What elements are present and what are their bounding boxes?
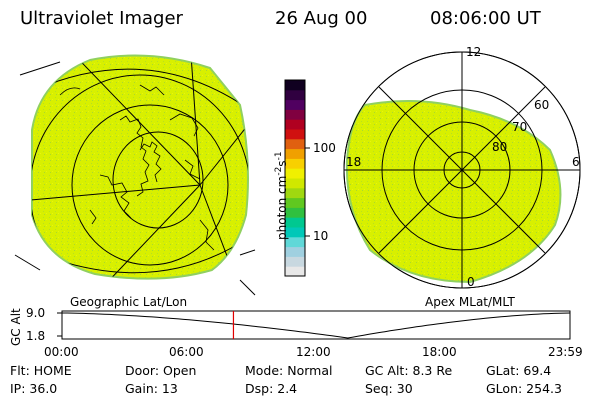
colorbar-segment: [285, 168, 305, 179]
glon-info: GLon: 254.3: [486, 381, 562, 396]
unit-exp-cm: -2: [274, 166, 284, 176]
apex-caption: Apex MLat/MLT: [425, 295, 515, 309]
coastlines: [59, 84, 215, 251]
outer-grid-lines: [14, 61, 256, 296]
colorbar-segment: [285, 119, 305, 130]
unit-exp-s: -1: [274, 151, 284, 161]
lat-lon-grid: [32, 55, 248, 279]
mlat-label-60: 60: [534, 98, 550, 112]
altitude-curve: [62, 312, 571, 339]
ip-info: IP: 36.0: [10, 381, 58, 396]
mlt-label-0: 0: [467, 275, 475, 289]
colorbar-segment: [285, 80, 305, 91]
mlat-label-80: 80: [492, 140, 508, 154]
dsp-info: Dsp: 2.4: [245, 381, 298, 396]
colorbar-segment: [285, 178, 305, 189]
xtick-2359: 23:59: [548, 345, 583, 359]
polar-map: [343, 51, 581, 289]
mode-info: Mode: Normal: [245, 363, 333, 378]
colorbar-label-10: 10: [313, 229, 329, 243]
colorbar-segment: [285, 89, 305, 101]
geographic-map: [14, 54, 256, 296]
ylabel-low: 1.8: [26, 329, 46, 343]
colorbar-segment: [285, 256, 305, 267]
colorbar-segment: [285, 266, 305, 277]
colorbar-segment: [285, 129, 305, 140]
polar-grid: [343, 51, 581, 289]
colorbar-frame: [284, 79, 306, 277]
colorbar-label-100: 100: [313, 141, 336, 155]
colorbar-segment: [285, 99, 305, 110]
aurora-image-left: [31, 54, 249, 280]
gc-alt-info: GC Alt: 8.3 Re: [365, 363, 453, 378]
colorbar-segment: [285, 207, 305, 218]
mlt-label-12: 12: [466, 45, 482, 59]
unit-photon: photon cm: [275, 175, 289, 240]
instrument-title: Ultraviolet Imager: [20, 8, 183, 29]
xtick-0000: 00:00: [44, 345, 79, 359]
colorbar-segment: [285, 197, 305, 208]
colorbar-segment: [285, 227, 305, 238]
colorbar-segment: [285, 246, 305, 257]
time-label: 08:06:00 UT: [430, 8, 541, 29]
date-label: 26 Aug 00: [275, 8, 368, 29]
geographic-caption: Geographic Lat/Lon: [70, 295, 188, 309]
mlt-label-6: 6: [572, 155, 580, 169]
ylabel-high: 9.0: [26, 306, 46, 320]
aurora-image-right: [345, 100, 562, 284]
altitude-plot-frame: [61, 310, 571, 340]
colorbar-segment: [285, 158, 305, 169]
unit-s: s: [275, 160, 289, 167]
xtick-1800: 18:00: [422, 345, 457, 359]
gain-info: Gain: 13: [125, 381, 178, 396]
mlat-label-70: 70: [512, 120, 528, 134]
colorbar-segment: [285, 217, 305, 228]
colorbar-segment: [285, 109, 305, 120]
colorbar-unit: photon cm-2s-1: [274, 151, 289, 240]
seq-info: Seq: 30: [365, 381, 413, 396]
colorbar-segment: [285, 236, 305, 248]
flight-info: Flt: HOME: [10, 363, 72, 378]
xtick-0600: 06:00: [169, 345, 204, 359]
colorbar: [285, 80, 305, 277]
gc-alt-axis-label: GC Alt: [9, 308, 23, 346]
colorbar-segment: [285, 138, 305, 150]
xtick-1200: 12:00: [296, 345, 331, 359]
colorbar-segment: [285, 187, 305, 199]
glat-info: GLat: 69.4: [486, 363, 552, 378]
door-info: Door: Open: [125, 363, 197, 378]
colorbar-segment: [285, 148, 305, 159]
mlt-label-18: 18: [346, 155, 362, 169]
